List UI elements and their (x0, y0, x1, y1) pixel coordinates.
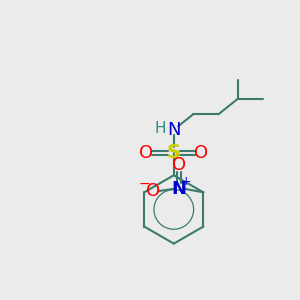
Text: N: N (172, 180, 187, 198)
Text: N: N (167, 121, 181, 139)
Text: O: O (140, 144, 154, 162)
Text: S: S (167, 143, 181, 163)
Text: O: O (172, 156, 186, 174)
Text: H: H (155, 121, 166, 136)
Text: +: + (181, 175, 192, 188)
Text: O: O (194, 144, 208, 162)
Text: −: − (138, 177, 150, 191)
Text: O: O (146, 182, 160, 200)
